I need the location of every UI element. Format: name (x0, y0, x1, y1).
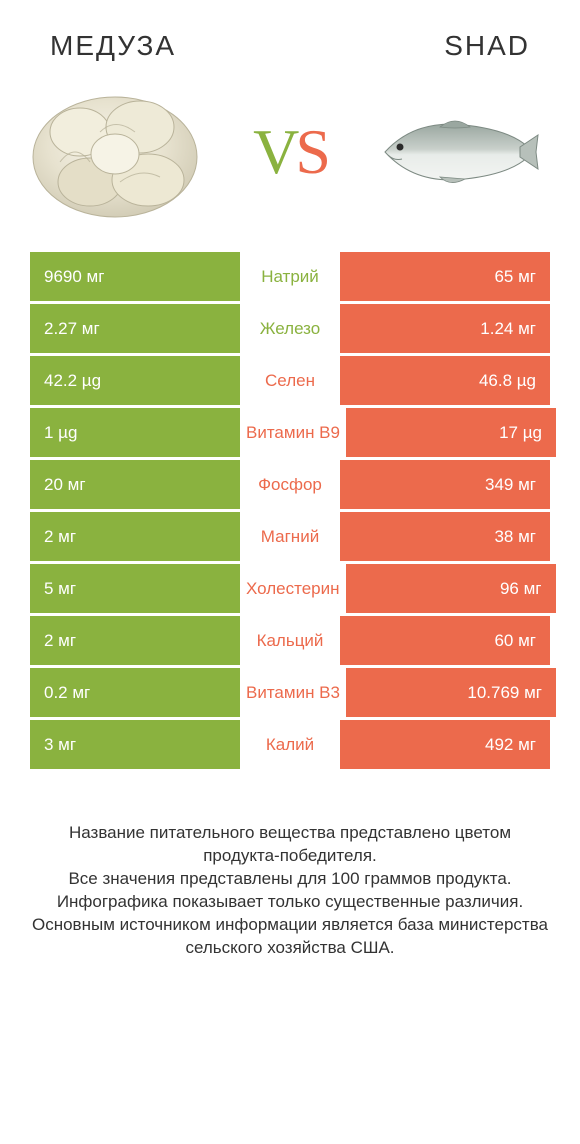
footer-line: Инфографика показывает только существенн… (30, 891, 550, 914)
nutrient-label: Кальций (240, 616, 340, 665)
nutrient-label: Натрий (240, 252, 340, 301)
nutrient-label: Селен (240, 356, 340, 405)
right-bar-cell: 46.8 µg (340, 356, 550, 405)
right-bar-cell: 10.769 мг (346, 668, 556, 717)
left-bar-cell: 42.2 µg (30, 356, 240, 405)
left-product-image (20, 72, 210, 232)
right-bar: 349 мг (340, 460, 550, 509)
nutrient-label: Холестерин (240, 564, 346, 613)
footer-line: Все значения представлены для 100 граммо… (30, 868, 550, 891)
right-bar: 492 мг (340, 720, 550, 769)
left-bar: 2 мг (30, 512, 240, 561)
comparison-chart: 9690 мгНатрий65 мг2.27 мгЖелезо1.24 мг42… (0, 252, 580, 769)
right-bar-cell: 17 µg (346, 408, 556, 457)
table-row: 20 мгФосфор349 мг (30, 460, 550, 509)
table-row: 5 мгХолестерин96 мг (30, 564, 550, 613)
table-row: 2.27 мгЖелезо1.24 мг (30, 304, 550, 353)
right-product-title: SHAD (444, 30, 530, 62)
vs-label: VS (253, 115, 327, 189)
left-bar: 2 мг (30, 616, 240, 665)
footer-line: Название питательного вещества представл… (30, 822, 550, 868)
table-row: 0.2 мгВитамин B310.769 мг (30, 668, 550, 717)
header: МЕДУЗА SHAD (0, 0, 580, 72)
right-bar-cell: 96 мг (346, 564, 556, 613)
left-bar-cell: 1 µg (30, 408, 240, 457)
table-row: 3 мгКалий492 мг (30, 720, 550, 769)
nutrient-label: Магний (240, 512, 340, 561)
left-product-title: МЕДУЗА (50, 30, 176, 62)
vs-s: S (295, 116, 327, 187)
right-bar-cell: 60 мг (340, 616, 550, 665)
right-bar: 60 мг (340, 616, 550, 665)
right-bar: 96 мг (346, 564, 556, 613)
left-bar-cell: 2 мг (30, 616, 240, 665)
right-bar-cell: 65 мг (340, 252, 550, 301)
right-bar: 10.769 мг (346, 668, 556, 717)
nutrient-label: Фосфор (240, 460, 340, 509)
right-bar-cell: 349 мг (340, 460, 550, 509)
images-row: VS (0, 72, 580, 252)
right-bar-cell: 1.24 мг (340, 304, 550, 353)
table-row: 1 µgВитамин B917 µg (30, 408, 550, 457)
table-row: 42.2 µgСелен46.8 µg (30, 356, 550, 405)
left-bar: 2.27 мг (30, 304, 240, 353)
left-bar-cell: 9690 мг (30, 252, 240, 301)
left-bar: 0.2 мг (30, 668, 240, 717)
nutrient-label: Витамин B9 (240, 408, 346, 457)
left-bar: 5 мг (30, 564, 240, 613)
table-row: 2 мгКальций60 мг (30, 616, 550, 665)
right-bar: 1.24 мг (340, 304, 550, 353)
nutrient-label: Витамин B3 (240, 668, 346, 717)
footer-notes: Название питательного вещества представл… (0, 772, 580, 960)
right-product-image (370, 107, 540, 197)
right-bar: 46.8 µg (340, 356, 550, 405)
left-bar: 3 мг (30, 720, 240, 769)
vs-v: V (253, 116, 295, 187)
left-bar-cell: 20 мг (30, 460, 240, 509)
footer-line: Основным источником информации является … (30, 914, 550, 960)
nutrient-label: Железо (240, 304, 340, 353)
nutrient-label: Калий (240, 720, 340, 769)
left-bar-cell: 2.27 мг (30, 304, 240, 353)
left-bar: 9690 мг (30, 252, 240, 301)
left-bar-cell: 0.2 мг (30, 668, 240, 717)
left-bar: 1 µg (30, 408, 240, 457)
right-bar-cell: 38 мг (340, 512, 550, 561)
left-bar-cell: 5 мг (30, 564, 240, 613)
left-bar-cell: 3 мг (30, 720, 240, 769)
left-bar: 20 мг (30, 460, 240, 509)
table-row: 2 мгМагний38 мг (30, 512, 550, 561)
table-row: 9690 мгНатрий65 мг (30, 252, 550, 301)
right-bar-cell: 492 мг (340, 720, 550, 769)
left-bar-cell: 2 мг (30, 512, 240, 561)
right-bar: 65 мг (340, 252, 550, 301)
left-bar: 42.2 µg (30, 356, 240, 405)
right-bar: 38 мг (340, 512, 550, 561)
right-bar: 17 µg (346, 408, 556, 457)
